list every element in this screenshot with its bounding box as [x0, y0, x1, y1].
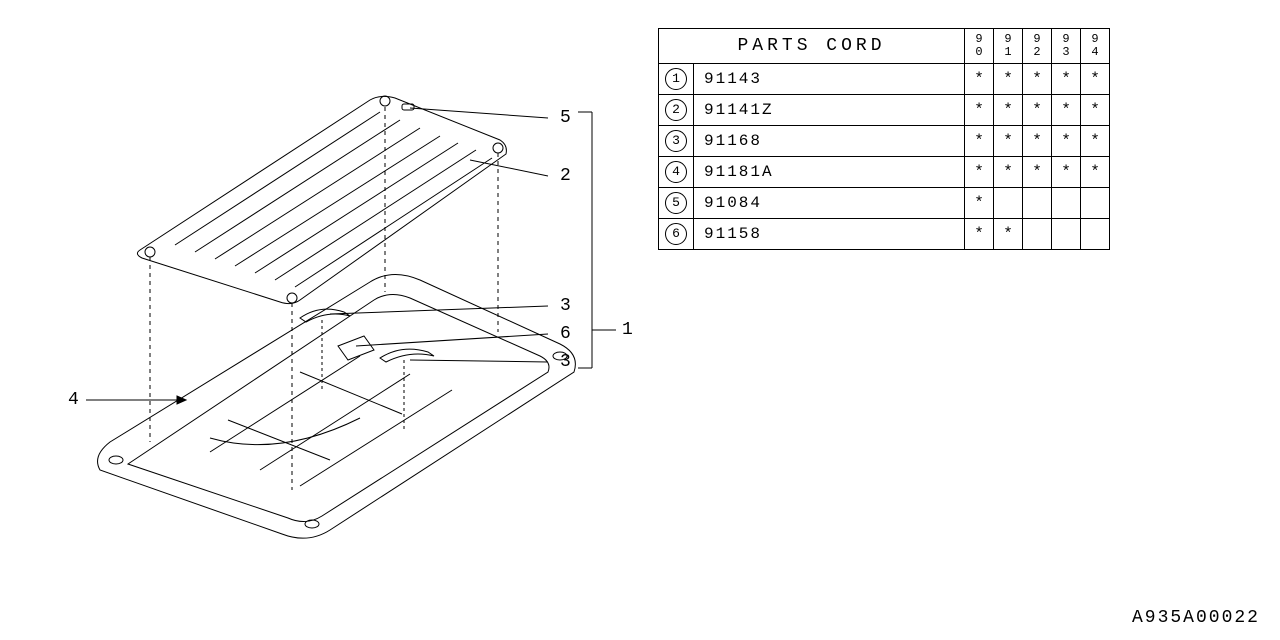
callout-4: 4	[68, 390, 79, 410]
document-id: A935A00022	[1132, 608, 1260, 628]
table-row: 4 91181A * * * * *	[659, 157, 1110, 188]
table-row: 1 91143 * * * * *	[659, 64, 1110, 95]
parts-table: PARTS CORD 90 91 92 93 94 1 91143 * * * …	[658, 28, 1110, 250]
year-col-0: 90	[965, 29, 994, 64]
year-col-3: 93	[1052, 29, 1081, 64]
leader-left-4	[86, 396, 186, 404]
table-row: 6 91158 * *	[659, 219, 1110, 250]
callout-3a: 3	[560, 296, 571, 316]
parts-header: PARTS CORD	[659, 29, 965, 64]
table-row: 2 91141Z * * * * *	[659, 95, 1110, 126]
bracket-1	[578, 112, 616, 368]
mid-parts	[300, 309, 434, 430]
year-col-4: 94	[1081, 29, 1110, 64]
table-row: 3 91168 * * * * *	[659, 126, 1110, 157]
callout-3b: 3	[560, 352, 571, 372]
callout-2: 2	[560, 166, 571, 186]
year-col-1: 91	[994, 29, 1023, 64]
table-row: 5 91084 *	[659, 188, 1110, 219]
year-col-2: 92	[1023, 29, 1052, 64]
parts-tbody: 1 91143 * * * * * 2 91141Z * * * * * 3 9…	[659, 64, 1110, 250]
callout-6: 6	[560, 324, 571, 344]
callout-5: 5	[560, 108, 571, 128]
upper-panel	[137, 96, 506, 304]
callout-1: 1	[622, 320, 633, 340]
